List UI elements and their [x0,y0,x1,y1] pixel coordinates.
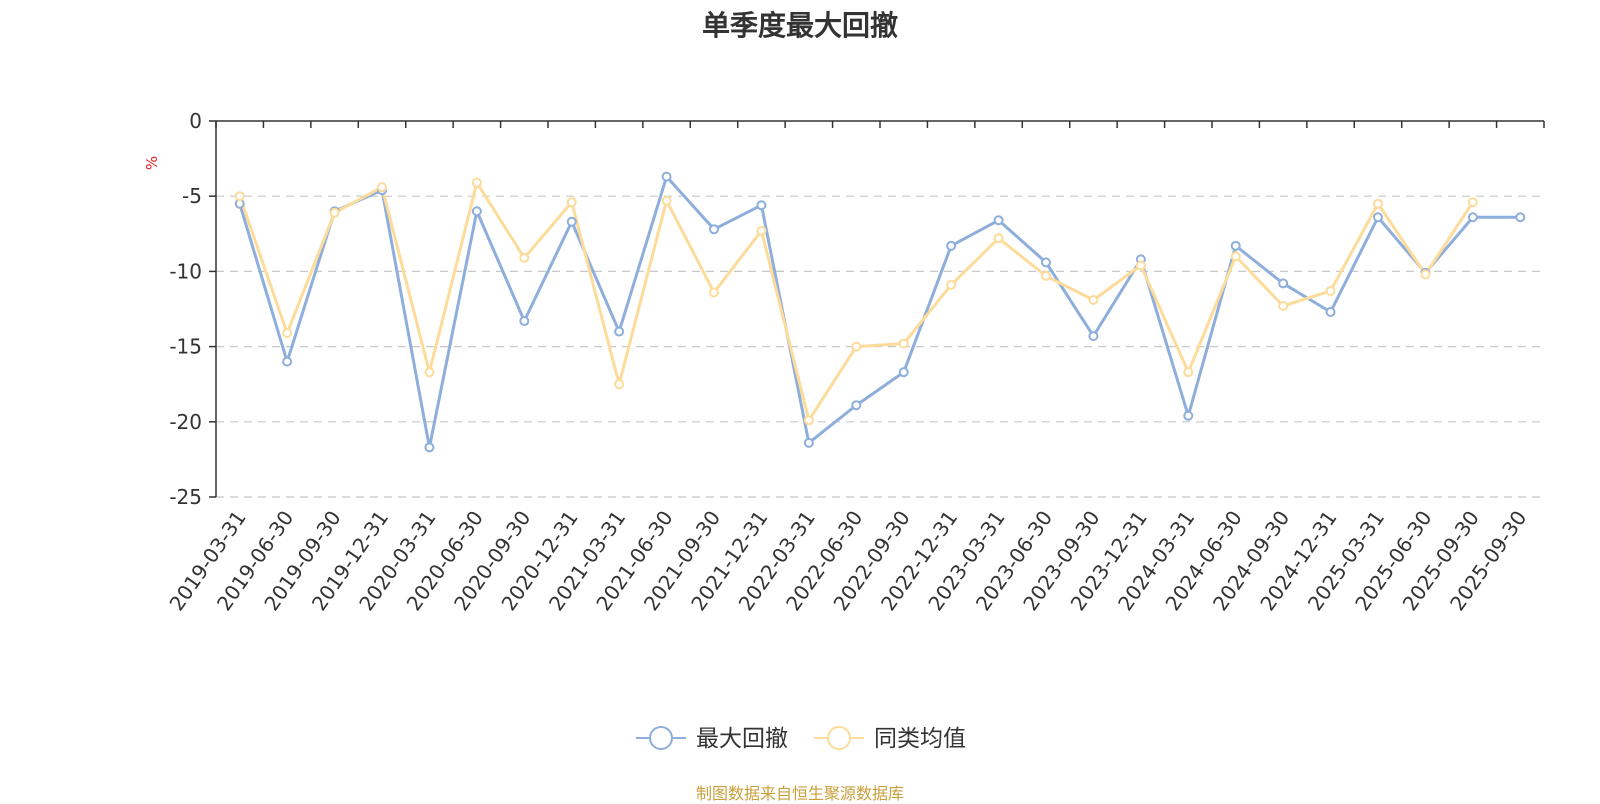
series-line-2 [238,181,1475,422]
data-point-2 [1088,294,1099,305]
data-point-2 [946,279,957,290]
data-point-1 [1325,307,1336,318]
data-point-2 [329,207,340,218]
data-point-1 [1230,240,1241,251]
y-tick-label: -15 [169,335,202,359]
y-tick-label: -25 [169,485,202,509]
data-point-2 [709,287,719,298]
data-point-1 [424,442,435,453]
data-point-1 [709,224,719,235]
y-tick-label: -5 [182,184,202,208]
data-point-1 [1515,212,1526,223]
data-point-1 [993,215,1004,226]
data-point-2 [851,341,862,352]
data-point-1 [756,200,767,211]
data-point-2 [234,191,245,202]
y-tick-label: -10 [169,259,202,283]
legend-marker-2 [827,726,851,750]
data-point-1 [519,316,530,327]
data-point-2 [377,182,387,193]
y-tick-label: -20 [169,410,202,434]
data-point-1 [282,356,293,367]
data-point-1 [803,437,814,448]
data-point-2 [1135,260,1146,271]
data-point-2 [756,225,767,236]
legend-marker-1 [649,726,673,750]
y-tick-label: 0 [189,109,202,133]
data-point-1 [614,326,625,337]
data-point-2 [1467,197,1478,208]
data-point-1 [1183,410,1194,421]
data-point-2 [1041,270,1051,281]
data-point-2 [1420,269,1431,280]
data-point-2 [1373,198,1383,209]
legend-label: 最大回撤 [696,726,788,752]
data-point-2 [566,197,577,208]
data-point-2 [614,379,625,390]
source-note: 制图数据来自恒生聚源数据库 [695,784,904,803]
data-point-2 [1183,367,1194,378]
data-point-1 [661,171,672,182]
data-point-2 [1230,251,1241,262]
data-point-1 [1467,212,1478,223]
data-point-2 [282,328,293,339]
chart-title: 单季度最大回撤 [701,9,898,42]
data-point-2 [424,367,435,378]
data-point-2 [519,252,530,263]
data-point-1 [566,216,577,227]
data-point-1 [946,240,957,251]
data-point-2 [661,195,672,206]
data-point-1 [898,367,909,378]
data-point-2 [803,415,814,426]
data-point-2 [993,233,1004,244]
data-point-1 [1373,212,1383,223]
data-point-2 [1325,285,1336,296]
data-point-1 [851,400,862,411]
y-axis-label: % [143,156,161,170]
data-point-1 [471,206,482,217]
data-point-1 [1041,257,1051,268]
legend-label: 同类均值 [874,726,966,752]
data-point-1 [1278,278,1289,289]
data-point-1 [1088,331,1099,342]
data-point-2 [471,177,482,188]
data-point-2 [1278,300,1289,311]
data-point-2 [898,338,909,349]
